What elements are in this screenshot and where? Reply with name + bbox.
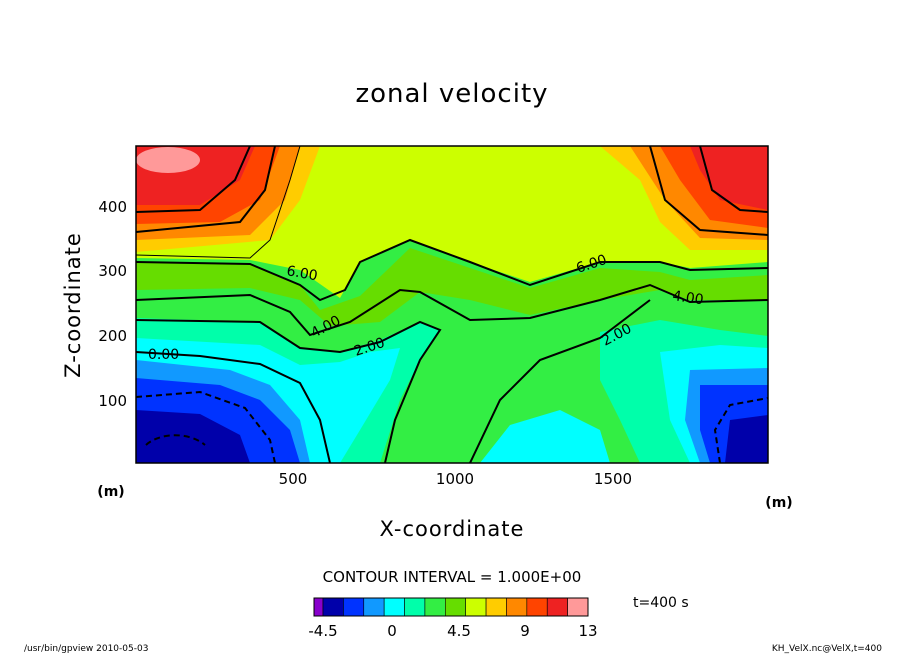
- contour-line-12b: [699, 146, 768, 213]
- y-tick-label: 100: [98, 392, 127, 410]
- contour-line-8: [136, 146, 301, 259]
- colorbar-tick-label: 9: [520, 622, 530, 640]
- band-14-region: [136, 146, 768, 210]
- contour-line-neg-c: [145, 434, 206, 446]
- colorbar-cell: [383, 597, 405, 617]
- contour-line-2: [136, 319, 442, 463]
- colorbar-cell: [546, 597, 568, 617]
- colorbar-cell: [313, 597, 324, 617]
- colorbar-tick-labels: -4.5 0 4.5 9 13: [308, 622, 597, 640]
- x-tick-label: 1500: [594, 470, 632, 488]
- band-1-region: [136, 360, 768, 463]
- colorbar-cell: [567, 597, 589, 617]
- colorbar-cell: [526, 597, 548, 617]
- contour-label: 0.00: [148, 347, 179, 363]
- contour-interval-label: CONTOUR INTERVAL = 1.000E+00: [323, 568, 582, 586]
- y-axis: 100 200 300 400 (m) Z-coordinate: [61, 198, 127, 500]
- contour-line-6: [136, 238, 768, 302]
- colorbar-cell: [322, 597, 344, 617]
- x-axis-label: X-coordinate: [380, 517, 525, 541]
- x-tick-label: 1000: [436, 470, 474, 488]
- band-min-region: [136, 410, 768, 463]
- x-tick-label: 500: [279, 470, 308, 488]
- footer-right: KH_VelX.nc@VelX,t=400: [772, 644, 882, 654]
- contour-line-0: [136, 351, 331, 463]
- contour-line-neg: [136, 390, 276, 463]
- x-axis-unit: (m): [765, 495, 792, 511]
- colorbar: [313, 597, 589, 617]
- colorbar-tick-label: -4.5: [308, 622, 337, 640]
- colorbar-cell: [404, 597, 426, 617]
- colorbar-tick-label: 0: [387, 622, 397, 640]
- colorbar-cell: [465, 597, 487, 617]
- plot-frame: [135, 145, 769, 464]
- colorbar-frame: [313, 597, 589, 617]
- colorbar-cell: [424, 597, 446, 617]
- contour-line-2b: [469, 299, 651, 463]
- contour-line-10: [136, 146, 276, 233]
- contour-label: 4.00: [671, 288, 704, 308]
- y-axis-unit: (m): [97, 484, 124, 500]
- contour-line-4: [136, 283, 768, 337]
- band-7-region: [136, 248, 768, 326]
- time-label: t=400 s: [633, 595, 689, 611]
- y-tick-label: 400: [98, 198, 127, 216]
- colorbar-cell: [343, 597, 365, 617]
- colorbar-cell: [485, 597, 507, 617]
- colorbar-tick-label: 13: [578, 622, 597, 640]
- band-max-region: [136, 147, 200, 173]
- x-axis: 500 1000 1500 (m) X-coordinate: [279, 470, 793, 541]
- colorbar-cell: [363, 597, 385, 617]
- colorbar-tick-label: 4.5: [447, 622, 471, 640]
- contour-lines: [136, 146, 768, 463]
- colorbar-cell: [445, 597, 466, 617]
- y-tick-label: 200: [98, 327, 127, 345]
- colorbar-cell: [506, 597, 528, 617]
- contour-line-10b: [649, 146, 768, 236]
- y-tick-label: 300: [98, 262, 127, 280]
- contour-plot-area: [136, 146, 768, 463]
- contour-line-12: [136, 146, 251, 213]
- footer-left: /usr/bin/gpview 2010-05-03: [24, 644, 148, 654]
- y-axis-label: Z-coordinate: [61, 232, 85, 378]
- contour-label: 6.00: [285, 263, 318, 284]
- chart-title: zonal velocity: [355, 79, 548, 109]
- contour-line-neg-b: [713, 397, 768, 463]
- band-11-region: [136, 146, 768, 252]
